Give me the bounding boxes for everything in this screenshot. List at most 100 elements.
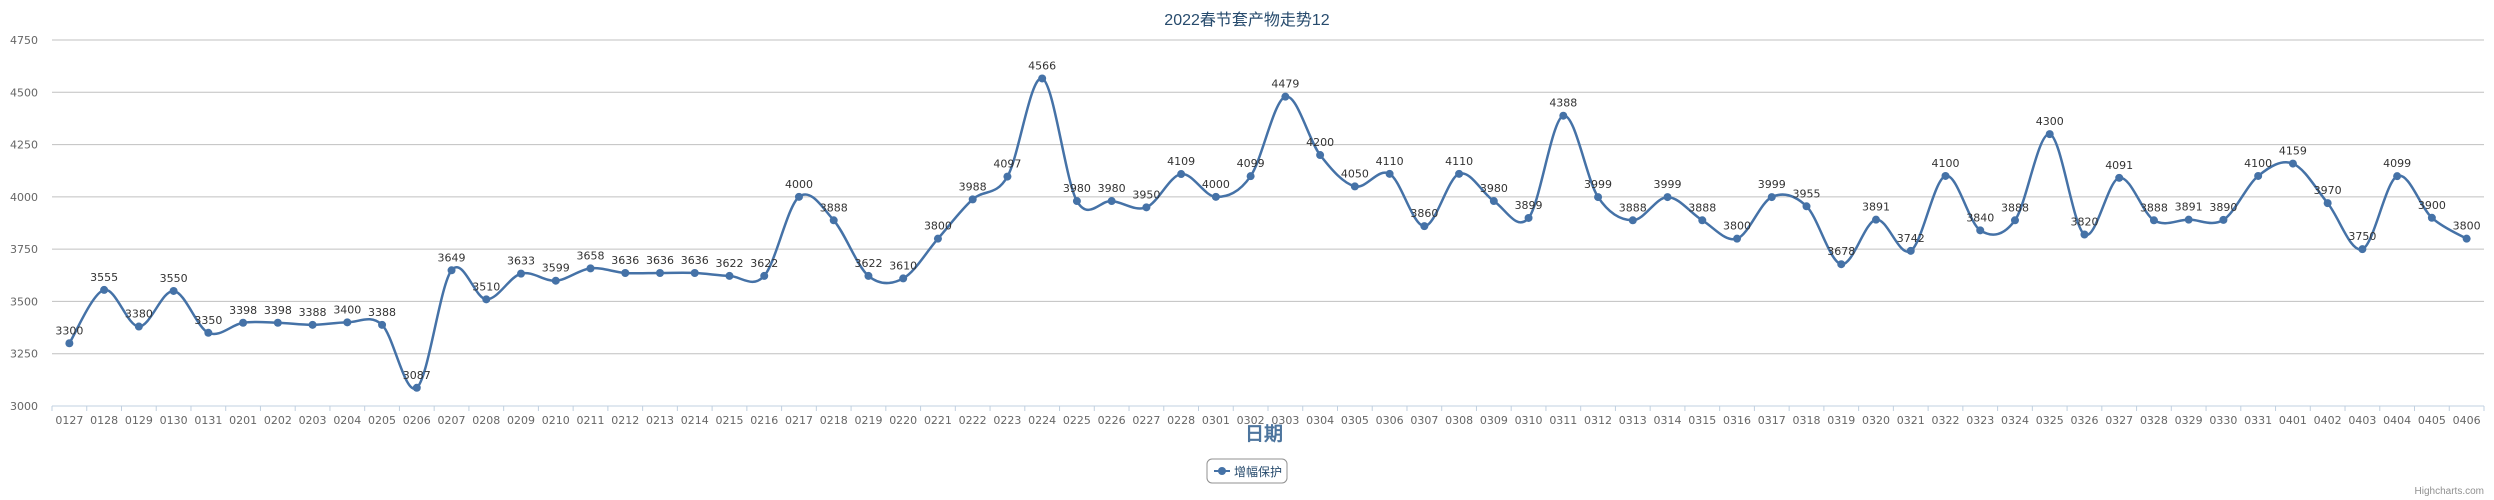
data-point[interactable] bbox=[621, 268, 630, 277]
data-label: 3388 bbox=[368, 306, 396, 319]
data-label: 4159 bbox=[2279, 145, 2307, 158]
x-tick-label: 0209 bbox=[507, 414, 535, 427]
data-point[interactable] bbox=[656, 268, 664, 277]
x-tick-label: 0215 bbox=[715, 414, 743, 427]
data-point[interactable] bbox=[412, 383, 421, 392]
legend-item-label[interactable]: 增幅保护 bbox=[1234, 464, 1282, 479]
data-label: 3380 bbox=[125, 308, 153, 321]
data-point[interactable] bbox=[1906, 246, 1915, 255]
data-point[interactable] bbox=[2115, 173, 2124, 182]
data-point[interactable] bbox=[1385, 169, 1394, 178]
data-point[interactable] bbox=[2254, 171, 2263, 180]
x-tick-label: 0321 bbox=[1897, 414, 1925, 427]
data-point[interactable] bbox=[204, 328, 213, 337]
data-point[interactable] bbox=[1142, 203, 1151, 212]
data-point[interactable] bbox=[899, 274, 908, 283]
data-point[interactable] bbox=[1594, 193, 1603, 202]
data-point[interactable] bbox=[829, 216, 838, 225]
data-point[interactable] bbox=[1489, 197, 1498, 206]
y-tick-label: 4500 bbox=[10, 86, 38, 99]
data-point[interactable] bbox=[1350, 182, 1359, 191]
data-point[interactable] bbox=[2149, 216, 2158, 225]
data-point[interactable] bbox=[1107, 197, 1116, 206]
data-point[interactable] bbox=[2393, 172, 2402, 181]
data-point[interactable] bbox=[2010, 216, 2019, 225]
data-point[interactable] bbox=[1211, 192, 1220, 201]
data-point[interactable] bbox=[2045, 130, 2054, 139]
data-point[interactable] bbox=[1524, 213, 1533, 222]
data-point[interactable] bbox=[2288, 159, 2297, 168]
data-point[interactable] bbox=[864, 271, 873, 280]
data-point[interactable] bbox=[169, 286, 178, 295]
data-point[interactable] bbox=[1976, 226, 1985, 235]
data-point[interactable] bbox=[725, 271, 734, 280]
data-point[interactable] bbox=[1455, 169, 1464, 178]
data-point[interactable] bbox=[1177, 170, 1186, 179]
data-point[interactable] bbox=[2427, 213, 2436, 222]
data-point[interactable] bbox=[517, 269, 526, 278]
data-point[interactable] bbox=[447, 266, 456, 275]
data-point[interactable] bbox=[2184, 215, 2193, 224]
data-point[interactable] bbox=[1003, 172, 1012, 181]
data-label: 3636 bbox=[611, 254, 639, 267]
data-point[interactable] bbox=[1559, 111, 1568, 120]
data-point[interactable] bbox=[1420, 222, 1429, 231]
data-label: 4300 bbox=[2036, 115, 2064, 128]
credits-link[interactable]: Highcharts.com bbox=[2415, 486, 2484, 497]
x-tick-label: 0331 bbox=[2244, 414, 2272, 427]
data-point[interactable] bbox=[1628, 216, 1637, 225]
data-point[interactable] bbox=[1941, 171, 1950, 180]
data-point[interactable] bbox=[1872, 215, 1880, 224]
data-point[interactable] bbox=[1281, 92, 1290, 101]
data-point[interactable] bbox=[1246, 172, 1255, 181]
data-point[interactable] bbox=[2358, 245, 2367, 254]
data-point[interactable] bbox=[134, 322, 143, 331]
data-label: 3891 bbox=[2175, 201, 2203, 214]
series-plot bbox=[65, 74, 2471, 392]
data-point[interactable] bbox=[482, 295, 491, 304]
data-point[interactable] bbox=[100, 285, 109, 294]
data-point[interactable] bbox=[2462, 234, 2471, 243]
data-point[interactable] bbox=[2323, 199, 2332, 208]
data-point[interactable] bbox=[1733, 234, 1742, 243]
data-point[interactable] bbox=[1316, 151, 1325, 160]
data-point[interactable] bbox=[1837, 260, 1846, 269]
data-label: 4110 bbox=[1376, 155, 1404, 168]
data-point[interactable] bbox=[1802, 202, 1811, 211]
data-point[interactable] bbox=[1038, 74, 1047, 83]
data-point[interactable] bbox=[65, 339, 74, 348]
x-tick-label: 0206 bbox=[403, 414, 431, 427]
data-point[interactable] bbox=[586, 264, 595, 273]
data-point[interactable] bbox=[343, 318, 352, 327]
data-point[interactable] bbox=[1767, 193, 1776, 202]
data-point[interactable] bbox=[239, 318, 248, 327]
x-tick-label: 0317 bbox=[1758, 414, 1786, 427]
data-point[interactable] bbox=[1072, 197, 1081, 206]
data-point[interactable] bbox=[968, 195, 977, 204]
data-point[interactable] bbox=[308, 320, 317, 329]
x-tick-label: 0315 bbox=[1688, 414, 1716, 427]
data-label: 4100 bbox=[2244, 157, 2272, 170]
data-label: 4100 bbox=[1931, 157, 1959, 170]
legend[interactable]: 增幅保护 bbox=[1206, 458, 1288, 484]
data-point[interactable] bbox=[794, 192, 803, 201]
data-label: 3955 bbox=[1793, 187, 1821, 200]
data-label: 3890 bbox=[2209, 201, 2237, 214]
data-label: 3622 bbox=[715, 257, 743, 270]
data-label: 3999 bbox=[1758, 178, 1786, 191]
data-point[interactable] bbox=[2080, 230, 2089, 239]
data-point[interactable] bbox=[378, 320, 387, 329]
data-point[interactable] bbox=[933, 234, 942, 243]
x-tick-label: 0322 bbox=[1931, 414, 1959, 427]
data-point[interactable] bbox=[1698, 216, 1707, 225]
x-tick-label: 0129 bbox=[125, 414, 153, 427]
data-point[interactable] bbox=[551, 276, 560, 285]
data-point[interactable] bbox=[690, 268, 699, 277]
data-point[interactable] bbox=[273, 318, 282, 327]
data-label: 4091 bbox=[2105, 159, 2133, 172]
data-point[interactable] bbox=[760, 271, 769, 280]
x-tick-label: 0305 bbox=[1341, 414, 1369, 427]
data-point[interactable] bbox=[2219, 215, 2228, 224]
x-tick-label: 0301 bbox=[1202, 414, 1230, 427]
data-point[interactable] bbox=[1663, 193, 1672, 202]
